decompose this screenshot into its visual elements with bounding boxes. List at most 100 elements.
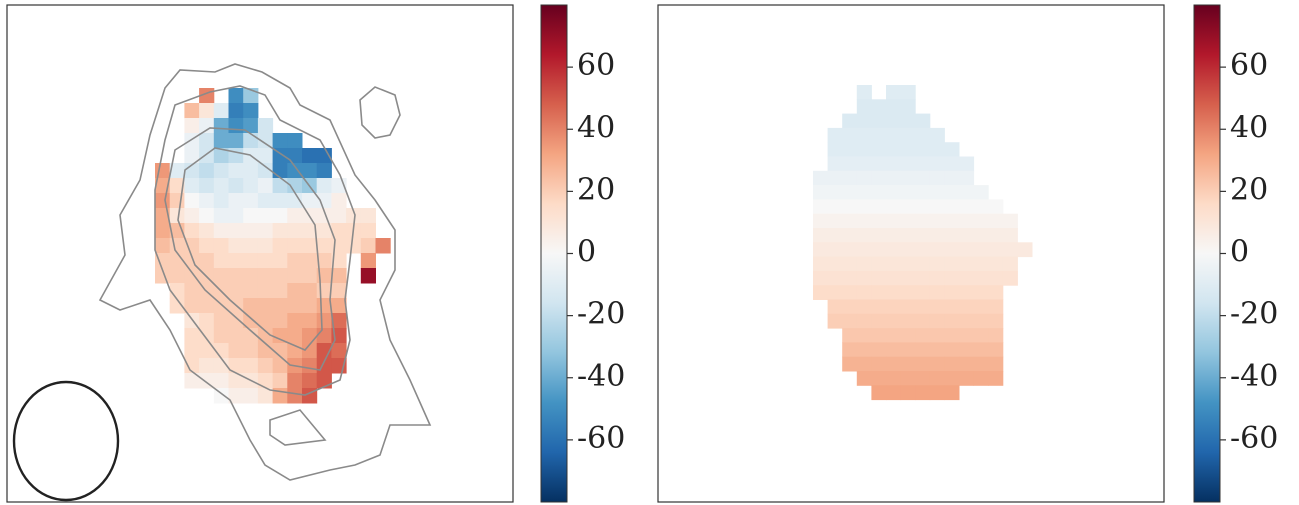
- pixel: [228, 268, 244, 284]
- pixel: [243, 358, 259, 374]
- pixel: [316, 178, 332, 194]
- pixel: [243, 343, 259, 359]
- pixel: [331, 343, 347, 359]
- pixel: [184, 223, 200, 239]
- pixel: [871, 328, 887, 343]
- pixel: [915, 127, 931, 143]
- pixel: [287, 148, 303, 164]
- pixel: [929, 385, 945, 401]
- pixel: [900, 213, 916, 229]
- pixel: [988, 313, 1004, 329]
- colorbar-tick-label: -60: [577, 421, 625, 456]
- pixel: [813, 242, 829, 258]
- pixel: [915, 113, 931, 129]
- pixel: [900, 113, 916, 129]
- pixel: [813, 185, 829, 200]
- pixel: [257, 193, 274, 209]
- pixel: [900, 385, 916, 401]
- pixel: [287, 163, 303, 179]
- pixel: [272, 298, 288, 314]
- pixel: [827, 185, 843, 200]
- pixel: [959, 342, 975, 358]
- pixel: [184, 118, 200, 134]
- pixel: [813, 256, 829, 272]
- pixel: [199, 193, 215, 209]
- pixel: [842, 113, 858, 129]
- pixel: [856, 356, 872, 372]
- pixel: [856, 342, 872, 358]
- pixel: [871, 228, 887, 243]
- pixel: [842, 228, 858, 243]
- pixel: [243, 238, 259, 254]
- pixel: [228, 163, 244, 179]
- pixel: [155, 223, 171, 239]
- pixel: [287, 238, 303, 254]
- pixel: [944, 270, 960, 286]
- pixel: [316, 313, 332, 329]
- pixel: [813, 170, 829, 186]
- pixel: [302, 298, 318, 314]
- pixel: [169, 178, 185, 194]
- pixel: [856, 256, 872, 272]
- pixel: [302, 268, 318, 284]
- pixel: [827, 242, 843, 258]
- pixel: [929, 242, 945, 258]
- pixel: [929, 371, 945, 386]
- pixel: [856, 299, 872, 315]
- pixel: [886, 85, 902, 100]
- pixel: [973, 256, 989, 272]
- pixel: [871, 356, 887, 372]
- pixel: [856, 185, 872, 200]
- pixel: [169, 283, 185, 299]
- contour: [154, 85, 356, 396]
- pixel: [827, 156, 843, 172]
- pixel: [257, 223, 274, 239]
- pixel: [272, 283, 288, 299]
- pixel: [1002, 228, 1018, 243]
- pixel: [243, 388, 259, 404]
- pixel: [184, 283, 200, 299]
- pixel: [929, 228, 945, 243]
- pixel: [169, 193, 185, 209]
- pixel: [988, 371, 1004, 386]
- pixel: [184, 268, 200, 284]
- pixel: [900, 99, 916, 115]
- pixel: [915, 142, 931, 157]
- pixel: [929, 270, 945, 286]
- pixel: [228, 313, 244, 329]
- pixel: [944, 213, 960, 229]
- pixel: [199, 253, 215, 269]
- pixel: [944, 256, 960, 272]
- pixel: [302, 238, 318, 254]
- pixel: [316, 223, 332, 239]
- colorbar-tick-label: 40: [1230, 110, 1268, 145]
- pixel: [213, 133, 229, 149]
- pixel: [257, 178, 274, 194]
- pixel: [257, 253, 274, 269]
- pixel: [929, 285, 945, 300]
- pixel: [900, 85, 916, 100]
- pixel: [856, 213, 872, 229]
- pixel: [915, 371, 931, 386]
- pixel: [360, 253, 376, 269]
- pixel: [257, 268, 274, 284]
- pixel: [257, 118, 274, 134]
- pixel: [331, 298, 347, 314]
- pixel: [213, 223, 229, 239]
- pixel: [287, 298, 303, 314]
- pixel: [287, 268, 303, 284]
- pixel: [199, 298, 215, 314]
- pixel: [228, 373, 244, 389]
- pixel: [973, 313, 989, 329]
- pixel: [842, 313, 858, 329]
- pixel: [973, 185, 989, 200]
- pixel: [155, 208, 171, 224]
- pixel: [886, 342, 902, 358]
- pixel: [886, 385, 902, 401]
- pixel: [827, 285, 843, 300]
- pixel: [886, 270, 902, 286]
- pixel: [169, 268, 185, 284]
- pixel: [302, 313, 318, 329]
- pixel: [272, 253, 288, 269]
- pixel: [886, 99, 902, 115]
